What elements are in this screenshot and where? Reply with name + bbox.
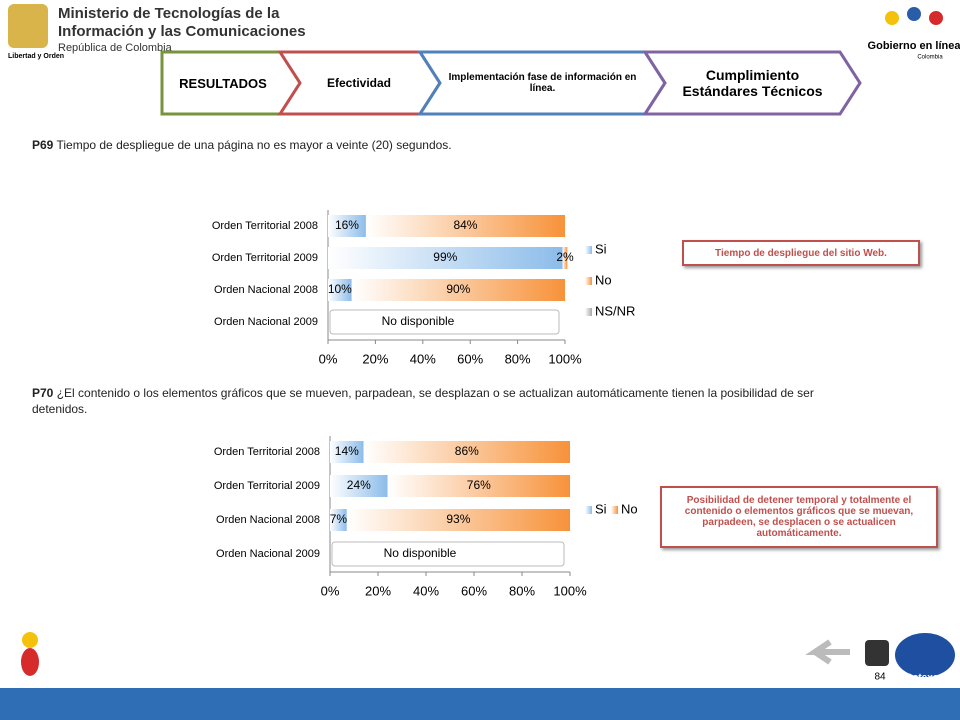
x-tick-label: 60% <box>457 351 483 366</box>
category-label: Orden Territorial 2008 <box>214 446 320 458</box>
figure <box>21 648 39 676</box>
annotation: No disponible <box>382 314 455 328</box>
question-id: P69 <box>32 138 54 152</box>
question: P69 Tiempo de despliegue de una página n… <box>32 137 862 153</box>
category-label: Orden Nacional 2008 <box>214 284 318 296</box>
value-label: 86% <box>455 444 479 458</box>
value-label: 84% <box>453 218 477 232</box>
brand: Gobierno en línea <box>868 40 960 52</box>
category-label: Orden Territorial 2009 <box>214 480 320 492</box>
question-id: P70 <box>32 386 54 400</box>
legend-swatch <box>585 246 592 254</box>
value-label: 24% <box>347 478 371 492</box>
bar-segment <box>387 475 570 497</box>
legend-swatch <box>585 277 592 285</box>
legend-label: Si <box>595 501 607 516</box>
question-text: Tiempo de despliegue de una página no es… <box>56 138 452 152</box>
bar-segment <box>328 215 366 237</box>
question: P70 ¿El contenido o los elementos gráfic… <box>32 385 862 417</box>
tab: Cumplimiento Estándares Técnicos <box>682 67 823 99</box>
legend-swatch <box>585 308 592 316</box>
value-label: 16% <box>335 218 359 232</box>
value-label: 90% <box>446 282 470 296</box>
bar-segment <box>363 441 570 463</box>
page-number: 84 <box>874 672 886 683</box>
bar-segment <box>365 215 565 237</box>
x-tick-label: 20% <box>365 583 391 598</box>
bar-segment <box>328 247 563 269</box>
legend-label: NS/NR <box>595 303 635 318</box>
home-icon <box>865 640 889 666</box>
annotation-box <box>331 541 565 567</box>
legend-label: No <box>595 272 612 287</box>
footer-band <box>0 688 960 720</box>
bar-segment <box>351 279 565 301</box>
x-tick-label: 0% <box>321 583 340 598</box>
x-tick-label: 20% <box>362 351 388 366</box>
legend-swatch <box>585 506 592 514</box>
category-label: Orden Territorial 2009 <box>212 252 318 264</box>
x-tick-label: 100% <box>553 583 587 598</box>
bar-segment <box>562 247 568 269</box>
datexco-logo <box>895 633 955 677</box>
bar-segment <box>330 509 347 531</box>
ministry: Información y las Comunicaciones <box>58 23 306 40</box>
tab: Implementación fase de información en lí… <box>448 72 637 94</box>
annotation: No disponible <box>384 546 457 560</box>
x-tick-label: 80% <box>509 583 535 598</box>
category-label: Orden Nacional 2009 <box>216 548 320 560</box>
question-text: ¿El contenido o los elementos gráficos q… <box>32 386 814 416</box>
bar-segment <box>330 475 388 497</box>
brand-icon <box>885 11 899 25</box>
value-label: 7% <box>330 512 348 526</box>
motto: Libertad y Orden <box>8 53 64 60</box>
value-label: 2% <box>556 250 574 264</box>
x-tick-label: 0% <box>319 351 338 366</box>
datexco: Datexco <box>906 673 945 684</box>
x-tick-label: 60% <box>461 583 487 598</box>
emblem <box>8 4 48 48</box>
back-arrow <box>805 639 850 665</box>
tab: RESULTADOS <box>179 75 267 91</box>
annotation-box <box>329 309 560 335</box>
legend-label: Si <box>595 241 607 256</box>
ministry: Ministerio de Tecnologías de la <box>58 5 280 22</box>
figure <box>22 632 38 648</box>
value-label: 14% <box>335 444 359 458</box>
ministry: República de Colombia <box>58 42 173 54</box>
value-label: 93% <box>446 512 470 526</box>
value-label: 76% <box>467 478 491 492</box>
tab: Efectividad <box>326 76 392 90</box>
category-label: Orden Nacional 2008 <box>216 514 320 526</box>
bar-segment <box>346 509 570 531</box>
tab-shape <box>642 50 862 116</box>
legend-label: No <box>621 501 638 516</box>
x-tick-label: 40% <box>413 583 439 598</box>
x-tick-label: 40% <box>410 351 436 366</box>
category-label: Orden Territorial 2008 <box>212 220 318 232</box>
callout: Tiempo de despliegue del sitio Web. <box>682 240 920 266</box>
brand-icon <box>929 11 943 25</box>
bar-segment <box>328 279 352 301</box>
value-label: 99% <box>433 250 457 264</box>
category-label: Orden Nacional 2009 <box>214 316 318 328</box>
bar-segment <box>330 441 364 463</box>
legend-swatch <box>611 506 618 514</box>
x-tick-label: 80% <box>505 351 531 366</box>
callout: Posibilidad de detener temporal y totalm… <box>660 486 938 548</box>
value-label: 10% <box>328 282 352 296</box>
x-tick-label: 100% <box>548 351 582 366</box>
brand-country: Colombia <box>917 55 943 61</box>
brand-icon <box>907 7 921 21</box>
